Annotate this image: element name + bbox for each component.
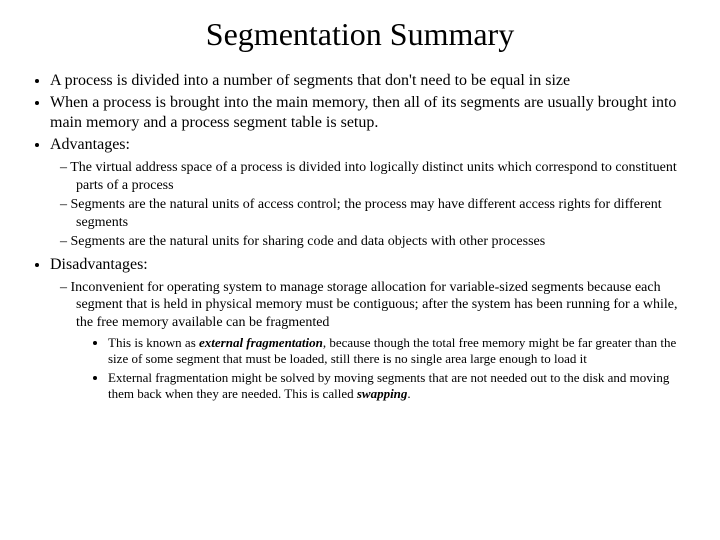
bullet-item: Segments are the natural units for shari…	[76, 233, 692, 251]
bullet-item: External fragmentation might be solved b…	[108, 370, 692, 403]
text-run: .	[407, 386, 410, 401]
bullet-item: Inconvenient for operating system to man…	[76, 279, 692, 403]
emphasis-text: external fragmentation	[199, 335, 323, 350]
bullet-item: Segments are the natural units of access…	[76, 196, 692, 231]
bullet-item: The virtual address space of a process i…	[76, 159, 692, 194]
bullet-item: Disadvantages: Inconvenient for operatin…	[50, 255, 692, 403]
slide-title: Segmentation Summary	[28, 16, 692, 53]
bullet-item: This is known as external fragmentation,…	[108, 335, 692, 368]
bullet-list-level2: Inconvenient for operating system to man…	[50, 279, 692, 403]
bullet-list-level3: This is known as external fragmentation,…	[76, 335, 692, 402]
bullet-text: Inconvenient for operating system to man…	[71, 280, 678, 330]
text-run: This is known as	[108, 335, 199, 350]
bullet-text: Disadvantages:	[50, 256, 148, 273]
emphasis-text: swapping	[357, 386, 408, 401]
bullet-item: When a process is brought into the main …	[50, 93, 692, 133]
bullet-list-level1: A process is divided into a number of se…	[28, 71, 692, 402]
bullet-item: Advantages: The virtual address space of…	[50, 135, 692, 251]
slide-container: Segmentation Summary A process is divide…	[0, 0, 720, 416]
bullet-list-level2: The virtual address space of a process i…	[50, 159, 692, 251]
bullet-text: Advantages:	[50, 136, 130, 153]
bullet-item: A process is divided into a number of se…	[50, 71, 692, 91]
